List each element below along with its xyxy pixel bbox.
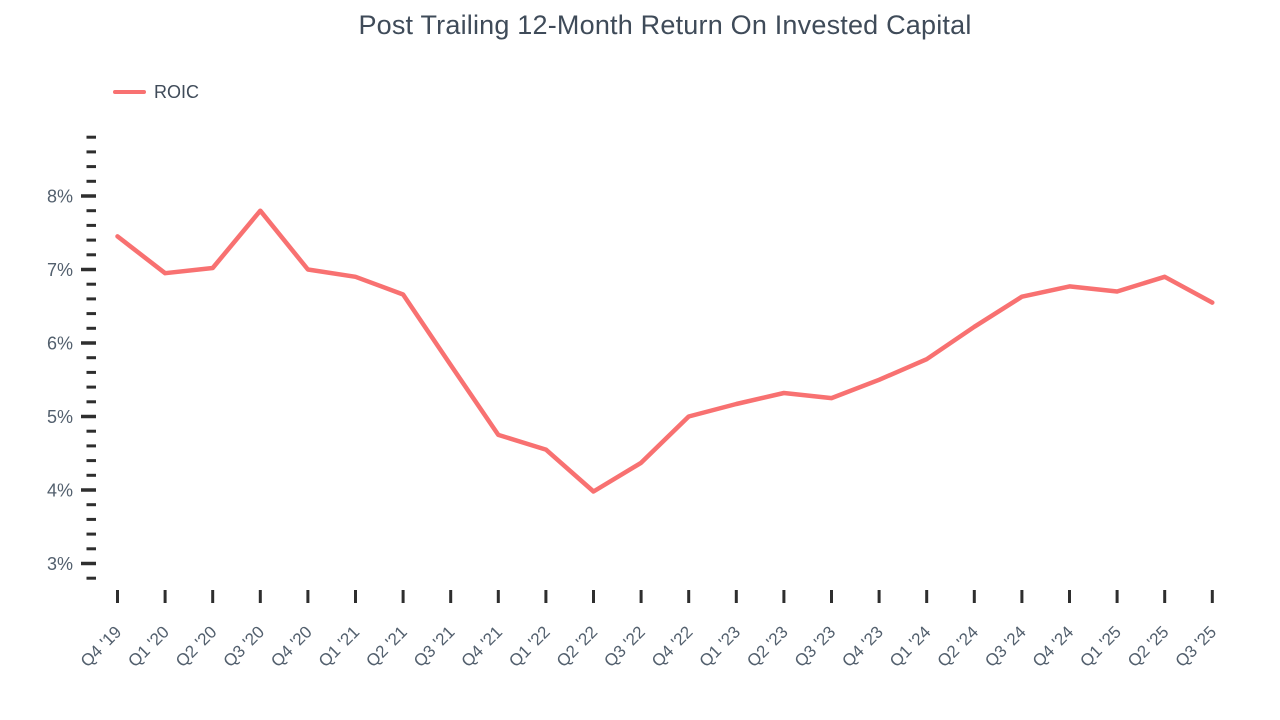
y-axis-tick-label: 7% xyxy=(47,260,73,280)
x-axis-tick-label: Q2 '21 xyxy=(362,622,410,670)
x-axis-tick-label: Q2 '24 xyxy=(934,622,982,670)
x-axis-tick-label: Q4 '19 xyxy=(77,622,125,670)
y-axis-tick-label: 5% xyxy=(47,407,73,427)
x-axis-tick-label: Q4 '21 xyxy=(458,622,506,670)
x-axis-tick-label: Q1 '21 xyxy=(315,622,363,670)
x-axis-tick-label: Q1 '22 xyxy=(505,622,553,670)
x-axis-tick-label: Q3 '23 xyxy=(791,622,839,670)
x-axis-tick-label: Q3 '21 xyxy=(410,622,458,670)
x-axis-tick-label: Q1 '24 xyxy=(886,622,934,670)
x-axis-tick-label: Q4 '23 xyxy=(838,622,886,670)
y-axis-tick-label: 3% xyxy=(47,554,73,574)
legend-line-swatch xyxy=(113,89,146,95)
x-axis-tick-label: Q2 '22 xyxy=(553,622,601,670)
x-axis-tick-label: Q3 '22 xyxy=(600,622,648,670)
x-axis-tick-label: Q3 '24 xyxy=(981,622,1029,670)
x-axis-tick-label: Q2 '23 xyxy=(743,622,791,670)
roic-line xyxy=(115,208,1215,494)
x-axis-tick-label: Q3 '20 xyxy=(220,622,268,670)
x-axis-tick-label: Q1 '23 xyxy=(696,622,744,670)
x-axis-tick-label: Q1 '20 xyxy=(124,622,172,670)
legend-label: ROIC xyxy=(154,81,199,102)
x-axis-tick-label: Q3 '25 xyxy=(1172,622,1220,670)
y-axis-tick-label: 6% xyxy=(47,334,73,354)
x-axis-tick-label: Q2 '25 xyxy=(1124,622,1172,670)
y-axis-tick-label: 4% xyxy=(47,481,73,501)
x-axis-tick-label: Q4 '24 xyxy=(1029,622,1077,670)
legend: ROIC xyxy=(113,82,199,102)
x-axis-tick-label: Q1 '25 xyxy=(1076,622,1124,670)
x-axis-tick-label: Q4 '20 xyxy=(267,622,315,670)
x-axis-tick-label: Q4 '22 xyxy=(648,622,696,670)
y-axis-tick-label: 8% xyxy=(47,187,73,207)
chart-title: Post Trailing 12-Month Return On Investe… xyxy=(358,10,972,40)
x-axis-tick-label: Q2 '20 xyxy=(172,622,220,670)
